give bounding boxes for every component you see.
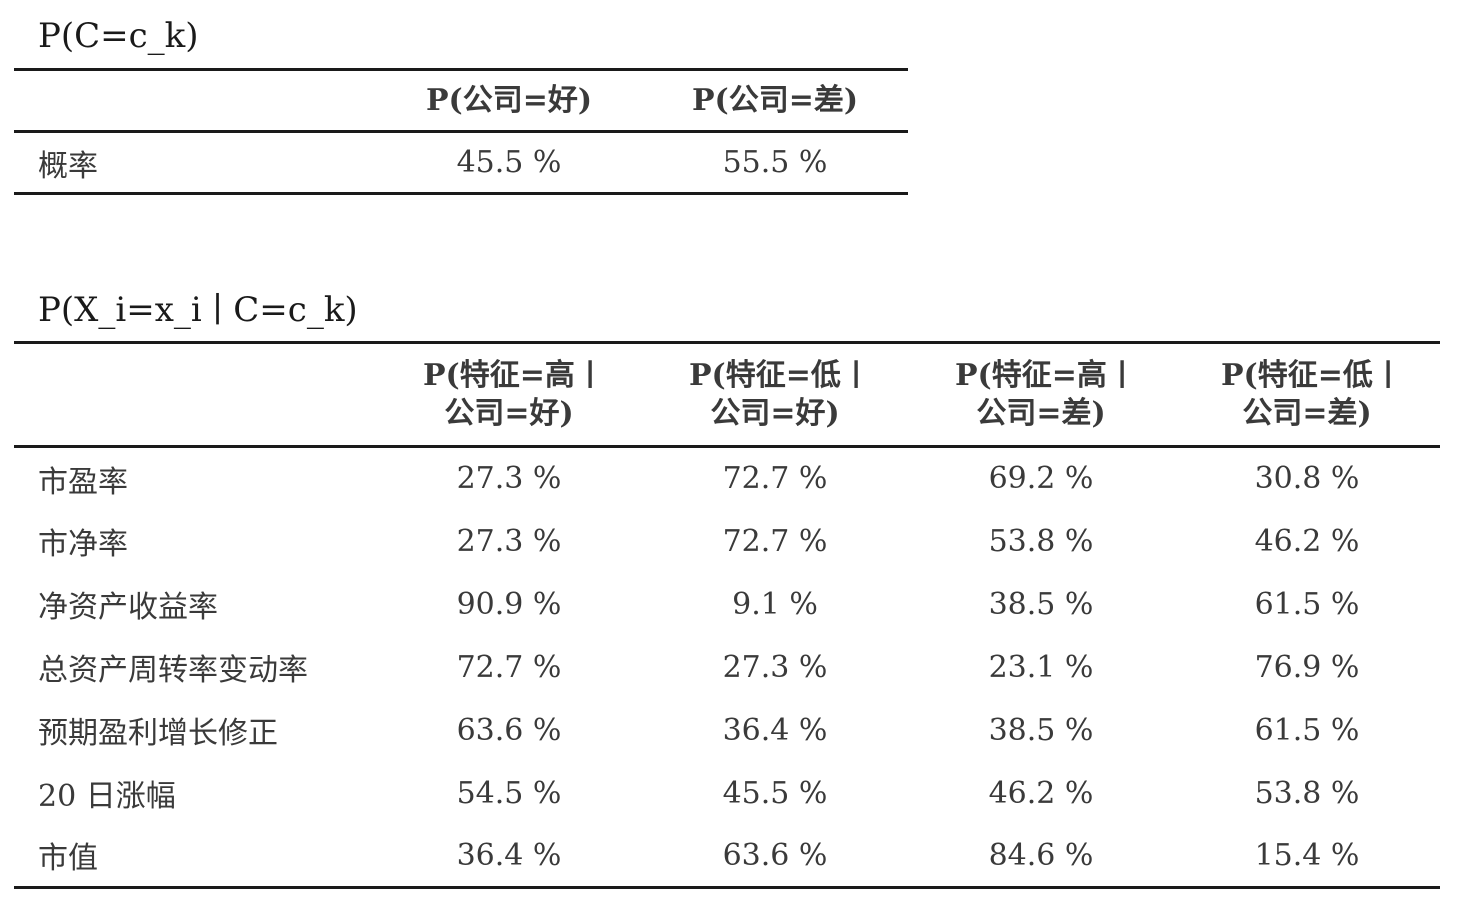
header-line2: 公司=差) — [976, 395, 1106, 431]
header-line1: P(特征=低 ∣ — [1220, 357, 1394, 393]
table2-header-high-good: P(特征=高 ∣ 公司=好) — [376, 341, 642, 448]
table-cell: 72.7 % — [456, 649, 562, 685]
header-line2: 公司=好) — [444, 395, 574, 431]
table-cell: 55.5 % — [642, 131, 908, 195]
table-cell: 84.6 % — [908, 824, 1174, 889]
row-label: 总资产周转率变动率 — [38, 653, 308, 688]
header-line1: P(特征=高 ∣ — [422, 357, 596, 393]
table1-header-row: P(公司=好) P(公司=差) — [14, 68, 908, 133]
table-cell: 27.3 % — [722, 649, 828, 685]
row-label: 市值 — [14, 824, 376, 889]
table-cell: 61.5 % — [1254, 712, 1360, 748]
table-row: 概率 45.5 % 55.5 % — [14, 131, 908, 195]
table-cell: 9.1 % — [732, 586, 818, 622]
row-label: 概率 — [14, 131, 376, 195]
table-cell: 72.7 % — [722, 523, 828, 559]
table-cell: 27.3 % — [456, 523, 562, 559]
header-line1: P(特征=高 ∣ — [954, 357, 1128, 393]
row-label: 20 日涨幅 — [38, 779, 176, 814]
table-row: 20 日涨幅 54.5 % 45.5 % 46.2 % 53.8 % — [14, 762, 1440, 825]
table-cell: 69.2 % — [988, 461, 1094, 497]
table-cell: 72.7 % — [722, 461, 828, 497]
table-cell: 30.8 % — [1254, 461, 1360, 497]
row-label: 市净率 — [38, 527, 128, 562]
table-cell: 46.2 % — [988, 775, 1094, 811]
table-cell: 23.1 % — [988, 649, 1094, 685]
row-label: 净资产收益率 — [38, 590, 218, 625]
conditional-probability-table: P(特征=高 ∣ 公司=好) P(特征=低 ∣ 公司=好) P(特征=高 ∣ 公… — [14, 341, 1440, 889]
table-cell: 63.6 % — [456, 712, 562, 748]
table-cell: 45.5 % — [376, 131, 642, 195]
row-label: 预期盈利增长修正 — [38, 716, 278, 751]
table-cell: 90.9 % — [456, 586, 562, 622]
table-cell: 76.9 % — [1254, 649, 1360, 685]
table-cell: 53.8 % — [988, 523, 1094, 559]
table-row: 总资产周转率变动率 72.7 % 27.3 % 23.1 % 76.9 % — [14, 636, 1440, 699]
header-line2: 公司=差) — [1242, 395, 1372, 431]
table-cell: 53.8 % — [1254, 775, 1360, 811]
table-cell: 36.4 % — [376, 824, 642, 889]
table-cell: 36.4 % — [722, 712, 828, 748]
table-row: 净资产收益率 90.9 % 9.1 % 38.5 % 61.5 % — [14, 573, 1440, 636]
table1-header-bad: P(公司=差) — [642, 68, 908, 133]
table1-header-good: P(公司=好) — [376, 68, 642, 133]
table2-caption: P(X_i=x_i ∣ C=c_k) — [38, 290, 358, 330]
header-line2: 公司=好) — [710, 395, 840, 431]
table2-header-low-good: P(特征=低 ∣ 公司=好) — [642, 341, 908, 448]
table2-header-high-bad: P(特征=高 ∣ 公司=差) — [908, 341, 1174, 448]
table-cell: 61.5 % — [1254, 586, 1360, 622]
table-cell: 27.3 % — [456, 461, 562, 497]
table-row: 预期盈利增长修正 63.6 % 36.4 % 38.5 % 61.5 % — [14, 699, 1440, 762]
table-cell: 46.2 % — [1254, 523, 1360, 559]
class-prior-table: P(公司=好) P(公司=差) 概率 45.5 % 55.5 % — [14, 68, 908, 195]
row-label: 市盈率 — [38, 464, 128, 500]
table-cell: 45.5 % — [722, 775, 828, 811]
table-row: 市值 36.4 % 63.6 % 84.6 % 15.4 % — [14, 824, 1440, 889]
table2-header-low-bad: P(特征=低 ∣ 公司=差) — [1174, 341, 1440, 448]
table-row: 市盈率 27.3 % 72.7 % 69.2 % 30.8 % — [14, 447, 1440, 510]
table-cell: 63.6 % — [642, 824, 908, 889]
table1-caption: P(C=c_k) — [38, 16, 199, 56]
table-cell: 54.5 % — [456, 775, 562, 811]
table1-header-empty — [14, 68, 376, 133]
table-row: 市净率 27.3 % 72.7 % 53.8 % 46.2 % — [14, 510, 1440, 573]
table2-header-empty — [14, 341, 376, 448]
table-cell: 38.5 % — [988, 712, 1094, 748]
table2-header-row: P(特征=高 ∣ 公司=好) P(特征=低 ∣ 公司=好) P(特征=高 ∣ 公… — [14, 341, 1440, 448]
header-line1: P(特征=低 ∣ — [688, 357, 862, 393]
table-cell: 38.5 % — [988, 586, 1094, 622]
table-cell: 15.4 % — [1174, 824, 1440, 889]
